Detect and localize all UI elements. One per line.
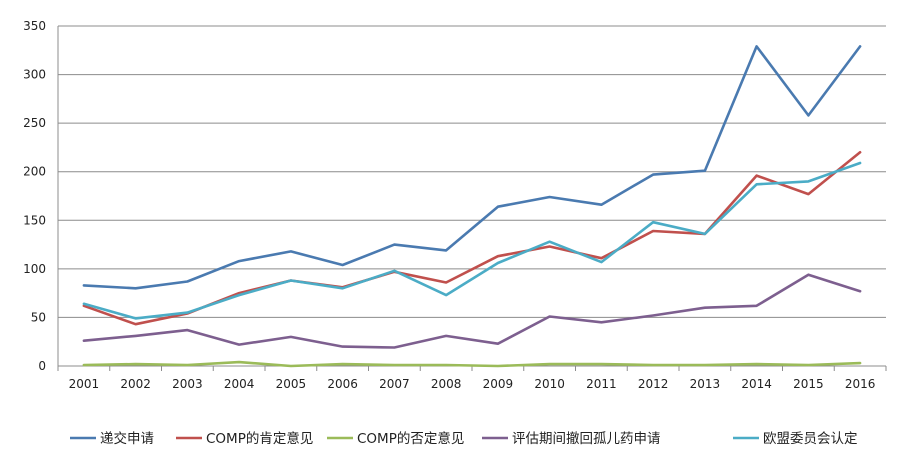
x-tick-label: 2005 [276, 377, 307, 391]
y-tick-label: 0 [38, 359, 46, 373]
x-tick-label: 2009 [483, 377, 514, 391]
legend-label: COMP的否定意见 [357, 430, 464, 447]
y-tick-labels: 0 50 100 150 200 250 300 350 [23, 19, 46, 373]
x-tick-label: 2004 [224, 377, 255, 391]
legend-label: 递交申请 [100, 430, 154, 447]
y-tick-label: 350 [23, 19, 46, 33]
series-line-4 [82, 161, 862, 320]
legend-item-4: 欧盟委员会认定 [733, 431, 858, 447]
y-tick-label: 50 [31, 310, 46, 324]
x-tick-label: 2012 [638, 377, 669, 391]
legend-item-2: COMP的否定意见 [327, 430, 464, 447]
axes [57, 26, 887, 371]
x-tick-label: 2016 [845, 377, 876, 391]
legend: 递交申请 COMP的肯定意见 COMP的否定意见 评估期间撤回孤儿药申请 欧盟委员会认定 [70, 430, 858, 447]
x-tick-label: 2011 [586, 377, 617, 391]
y-tick-label: 250 [23, 116, 46, 130]
legend-item-0: 递交申请 [70, 430, 154, 447]
x-tick-labels: 2001 2002 2003 2004 2005 2006 2007 2008 2009 2010… [69, 377, 876, 391]
grid-lines [58, 25, 886, 318]
series-line-0 [82, 45, 862, 290]
x-tick-label: 2007 [379, 377, 410, 391]
x-tick-label: 2003 [172, 377, 203, 391]
legend-item-1: COMP的肯定意见 [176, 430, 313, 447]
legend-label: 评估期间撤回孤儿药申请 [512, 431, 661, 447]
x-tick-label: 2006 [327, 377, 358, 391]
x-tick-label: 2001 [69, 377, 100, 391]
series-line-3 [82, 273, 862, 349]
x-tick-label: 2013 [690, 377, 721, 391]
series-lines [82, 45, 862, 368]
x-tick-label: 2010 [534, 377, 565, 391]
x-tick-label: 2002 [120, 377, 151, 391]
y-tick-label: 150 [23, 213, 46, 227]
x-tick-label: 2008 [431, 377, 462, 391]
legend-label: COMP的肯定意见 [206, 430, 313, 447]
x-tick-label: 2015 [793, 377, 824, 391]
series-line-2 [82, 360, 862, 368]
legend-item-3: 评估期间撤回孤儿药申请 [482, 431, 661, 447]
y-tick-label: 200 [23, 165, 46, 179]
y-tick-label: 300 [23, 68, 46, 82]
y-tick-label: 100 [23, 262, 46, 276]
legend-label: 欧盟委员会认定 [763, 431, 858, 447]
x-tick-label: 2014 [741, 377, 772, 391]
series-line-1 [82, 151, 862, 326]
